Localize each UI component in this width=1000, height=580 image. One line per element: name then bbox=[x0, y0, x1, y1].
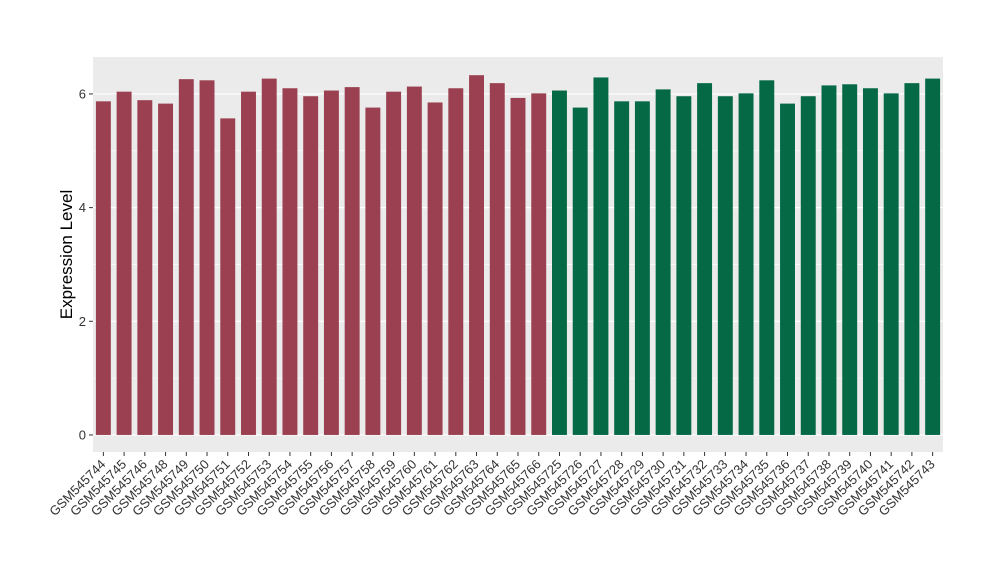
bar bbox=[634, 101, 650, 435]
bar bbox=[469, 75, 484, 435]
bar bbox=[95, 101, 111, 435]
bar bbox=[552, 90, 567, 435]
bar bbox=[697, 83, 713, 435]
bar bbox=[261, 78, 277, 435]
x-axis: GSM545744GSM545745GSM545746GSM545748GSM5… bbox=[46, 452, 938, 519]
bar bbox=[303, 96, 319, 435]
bar bbox=[323, 90, 339, 435]
bar bbox=[572, 107, 588, 435]
bar bbox=[759, 80, 775, 435]
y-tick-label: 4 bbox=[79, 200, 86, 215]
bar bbox=[489, 83, 505, 435]
bar bbox=[241, 91, 256, 435]
bar bbox=[655, 89, 671, 435]
bar bbox=[448, 88, 464, 435]
y-axis-title: Expression Level bbox=[57, 190, 76, 319]
bar bbox=[386, 91, 402, 435]
bar bbox=[842, 84, 858, 435]
y-tick-label: 2 bbox=[79, 314, 86, 329]
bar bbox=[344, 87, 360, 435]
bar bbox=[137, 100, 153, 435]
bar bbox=[510, 97, 526, 435]
bar bbox=[800, 96, 816, 435]
bar bbox=[178, 79, 194, 435]
bar bbox=[614, 101, 630, 435]
bar bbox=[220, 118, 236, 435]
bar bbox=[821, 85, 837, 435]
bar bbox=[365, 107, 381, 435]
bar bbox=[676, 96, 692, 435]
bar bbox=[780, 103, 795, 435]
bar bbox=[738, 93, 754, 435]
bar bbox=[925, 78, 941, 435]
y-tick-label: 0 bbox=[79, 427, 86, 442]
bar bbox=[158, 103, 174, 435]
bar bbox=[883, 93, 899, 435]
bar bbox=[406, 86, 422, 435]
bar bbox=[116, 91, 132, 435]
bar bbox=[717, 96, 733, 435]
bar bbox=[593, 77, 609, 435]
bar bbox=[427, 102, 443, 435]
bar bbox=[862, 88, 878, 435]
bar bbox=[199, 80, 215, 435]
bars bbox=[95, 75, 941, 435]
bar bbox=[282, 88, 298, 435]
bar bbox=[904, 83, 920, 435]
y-axis: 0 2 4 6 bbox=[79, 86, 93, 442]
y-tick-label: 6 bbox=[79, 86, 86, 101]
bar bbox=[531, 93, 547, 435]
